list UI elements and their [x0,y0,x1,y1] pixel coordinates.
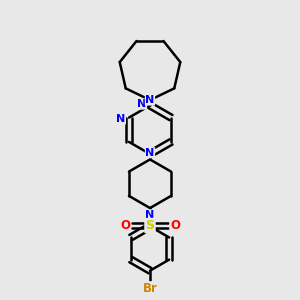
Text: N: N [116,114,125,124]
Text: N: N [137,99,146,109]
Text: N: N [146,95,154,105]
Text: N: N [146,148,154,158]
Text: N: N [146,210,154,220]
Text: S: S [146,219,154,232]
Text: Br: Br [142,282,158,295]
Text: O: O [120,219,130,232]
Text: O: O [170,219,180,232]
